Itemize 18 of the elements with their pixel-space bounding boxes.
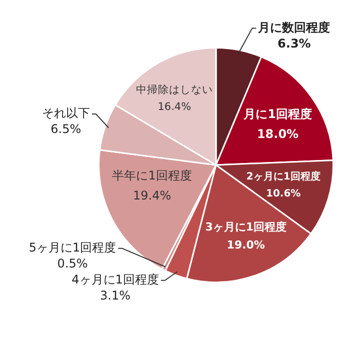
slice-label: 中掃除はしない [136, 82, 213, 96]
slice-label: 半年に1回程度 [112, 168, 192, 182]
data-label: 19.4% [132, 188, 172, 202]
slice-label: 月に数回程度 [257, 20, 330, 34]
data-label: 0.5% [57, 256, 88, 271]
slice-label: 5ヶ月に1回程度 [28, 240, 116, 255]
data-label: 6.5% [50, 122, 82, 136]
slice-label: それ以下 [42, 106, 90, 120]
data-label: 18.0% [256, 126, 299, 141]
data-label: 3.1% [100, 288, 131, 303]
slice-label: 月に1回程度 [242, 106, 312, 121]
data-label: 16.4% [158, 100, 192, 113]
slice-label: 4ヶ月に1回程度 [72, 272, 159, 287]
slice-label: 2ヶ月に1回程度 [246, 170, 320, 182]
data-label: 6.3% [278, 36, 311, 50]
data-label: 10.6% [266, 188, 301, 200]
slice-label: 3ヶ月に1回程度 [205, 220, 287, 234]
data-label: 19.0% [226, 238, 265, 252]
